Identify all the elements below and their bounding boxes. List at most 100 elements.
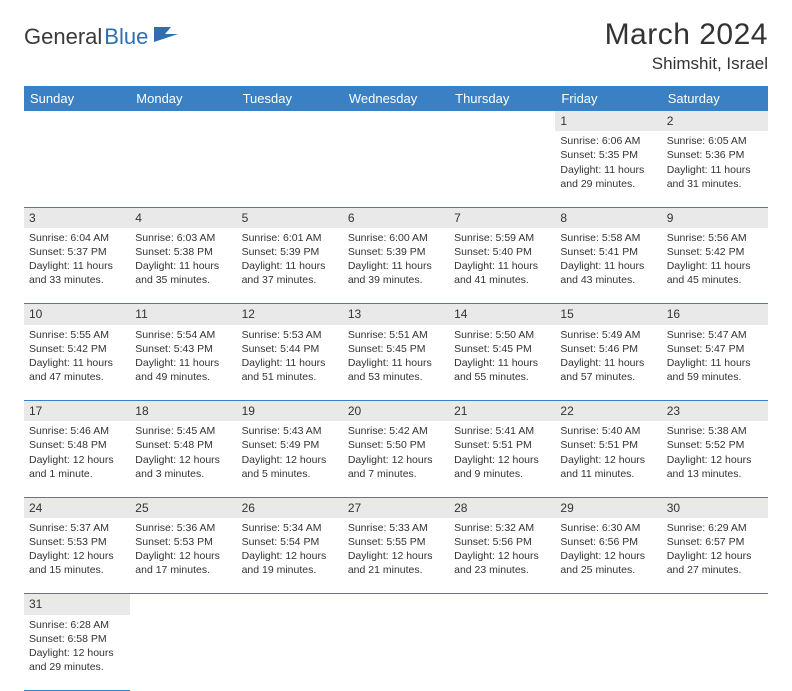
sunset-text: Sunset: 6:57 PM <box>667 535 763 549</box>
daylight-text-1: Daylight: 11 hours <box>29 259 125 273</box>
day-number-cell <box>130 111 236 131</box>
day-cell: Sunrise: 5:33 AMSunset: 5:55 PMDaylight:… <box>343 518 449 594</box>
sunset-text: Sunset: 5:36 PM <box>667 148 763 162</box>
sunrise-text: Sunrise: 5:37 AM <box>29 521 125 535</box>
day-cell <box>343 615 449 691</box>
daylight-text-2: and 51 minutes. <box>242 370 338 384</box>
day-cell: Sunrise: 5:51 AMSunset: 5:45 PMDaylight:… <box>343 325 449 401</box>
day-cell: Sunrise: 5:47 AMSunset: 5:47 PMDaylight:… <box>662 325 768 401</box>
daylight-text-2: and 23 minutes. <box>454 563 550 577</box>
day-number-cell: 28 <box>449 497 555 518</box>
day-content-row: Sunrise: 6:28 AMSunset: 6:58 PMDaylight:… <box>24 615 768 691</box>
title-block: March 2024 Shimshit, Israel <box>605 18 768 74</box>
day-number-row: 24252627282930 <box>24 497 768 518</box>
sunrise-text: Sunrise: 6:06 AM <box>560 134 656 148</box>
day-cell <box>449 615 555 691</box>
day-cell: Sunrise: 5:40 AMSunset: 5:51 PMDaylight:… <box>555 421 661 497</box>
sunset-text: Sunset: 5:39 PM <box>242 245 338 259</box>
daylight-text-1: Daylight: 11 hours <box>560 163 656 177</box>
day-number-cell: 19 <box>237 401 343 422</box>
sunrise-text: Sunrise: 5:59 AM <box>454 231 550 245</box>
day-number-row: 3456789 <box>24 207 768 228</box>
calendar-body: 12Sunrise: 6:06 AMSunset: 5:35 PMDayligh… <box>24 111 768 691</box>
day-number-cell: 5 <box>237 207 343 228</box>
sunset-text: Sunset: 5:42 PM <box>29 342 125 356</box>
day-cell: Sunrise: 5:42 AMSunset: 5:50 PMDaylight:… <box>343 421 449 497</box>
daylight-text-2: and 13 minutes. <box>667 467 763 481</box>
daylight-text-2: and 29 minutes. <box>29 660 125 674</box>
daylight-text-2: and 43 minutes. <box>560 273 656 287</box>
day-number-cell: 14 <box>449 304 555 325</box>
sunrise-text: Sunrise: 6:01 AM <box>242 231 338 245</box>
day-cell: Sunrise: 5:53 AMSunset: 5:44 PMDaylight:… <box>237 325 343 401</box>
daylight-text-2: and 27 minutes. <box>667 563 763 577</box>
day-cell <box>449 131 555 207</box>
daylight-text-2: and 33 minutes. <box>29 273 125 287</box>
day-content-row: Sunrise: 6:04 AMSunset: 5:37 PMDaylight:… <box>24 228 768 304</box>
sunset-text: Sunset: 5:35 PM <box>560 148 656 162</box>
day-number-cell: 17 <box>24 401 130 422</box>
daylight-text-2: and 31 minutes. <box>667 177 763 191</box>
daylight-text-1: Daylight: 11 hours <box>560 356 656 370</box>
sunset-text: Sunset: 5:38 PM <box>135 245 231 259</box>
sunset-text: Sunset: 5:39 PM <box>348 245 444 259</box>
day-cell <box>130 131 236 207</box>
daylight-text-1: Daylight: 12 hours <box>667 453 763 467</box>
day-cell: Sunrise: 6:30 AMSunset: 6:56 PMDaylight:… <box>555 518 661 594</box>
day-cell <box>555 615 661 691</box>
day-number-cell <box>24 111 130 131</box>
day-number-cell: 1 <box>555 111 661 131</box>
day-cell: Sunrise: 5:49 AMSunset: 5:46 PMDaylight:… <box>555 325 661 401</box>
sunrise-text: Sunrise: 5:41 AM <box>454 424 550 438</box>
day-number-cell: 30 <box>662 497 768 518</box>
day-number-cell <box>237 111 343 131</box>
sunrise-text: Sunrise: 5:45 AM <box>135 424 231 438</box>
sunrise-text: Sunrise: 5:38 AM <box>667 424 763 438</box>
daylight-text-2: and 1 minute. <box>29 467 125 481</box>
sunset-text: Sunset: 5:45 PM <box>454 342 550 356</box>
day-number-cell: 16 <box>662 304 768 325</box>
sunrise-text: Sunrise: 5:43 AM <box>242 424 338 438</box>
sunrise-text: Sunrise: 5:42 AM <box>348 424 444 438</box>
day-cell: Sunrise: 5:55 AMSunset: 5:42 PMDaylight:… <box>24 325 130 401</box>
day-cell <box>237 615 343 691</box>
daylight-text-1: Daylight: 12 hours <box>135 549 231 563</box>
day-number-cell: 24 <box>24 497 130 518</box>
sunrise-text: Sunrise: 5:49 AM <box>560 328 656 342</box>
day-cell: Sunrise: 6:06 AMSunset: 5:35 PMDaylight:… <box>555 131 661 207</box>
daylight-text-1: Daylight: 11 hours <box>348 259 444 273</box>
sunrise-text: Sunrise: 5:50 AM <box>454 328 550 342</box>
day-number-row: 17181920212223 <box>24 401 768 422</box>
sunrise-text: Sunrise: 5:58 AM <box>560 231 656 245</box>
day-cell: Sunrise: 6:01 AMSunset: 5:39 PMDaylight:… <box>237 228 343 304</box>
day-header-row: Sunday Monday Tuesday Wednesday Thursday… <box>24 86 768 111</box>
location: Shimshit, Israel <box>605 54 768 74</box>
month-title: March 2024 <box>605 18 768 52</box>
day-cell <box>237 131 343 207</box>
day-cell: Sunrise: 5:46 AMSunset: 5:48 PMDaylight:… <box>24 421 130 497</box>
day-number-cell <box>449 111 555 131</box>
day-cell: Sunrise: 5:45 AMSunset: 5:48 PMDaylight:… <box>130 421 236 497</box>
day-number-cell: 4 <box>130 207 236 228</box>
day-cell: Sunrise: 6:29 AMSunset: 6:57 PMDaylight:… <box>662 518 768 594</box>
day-cell: Sunrise: 5:43 AMSunset: 5:49 PMDaylight:… <box>237 421 343 497</box>
sunset-text: Sunset: 5:52 PM <box>667 438 763 452</box>
daylight-text-2: and 35 minutes. <box>135 273 231 287</box>
daylight-text-1: Daylight: 11 hours <box>667 356 763 370</box>
sunrise-text: Sunrise: 5:47 AM <box>667 328 763 342</box>
day-header: Thursday <box>449 86 555 111</box>
sunset-text: Sunset: 6:58 PM <box>29 632 125 646</box>
daylight-text-1: Daylight: 12 hours <box>29 646 125 660</box>
sunset-text: Sunset: 5:49 PM <box>242 438 338 452</box>
day-cell: Sunrise: 5:59 AMSunset: 5:40 PMDaylight:… <box>449 228 555 304</box>
day-cell: Sunrise: 6:04 AMSunset: 5:37 PMDaylight:… <box>24 228 130 304</box>
day-number-cell: 7 <box>449 207 555 228</box>
sunset-text: Sunset: 5:45 PM <box>348 342 444 356</box>
daylight-text-1: Daylight: 12 hours <box>454 549 550 563</box>
daylight-text-1: Daylight: 12 hours <box>348 549 444 563</box>
daylight-text-2: and 41 minutes. <box>454 273 550 287</box>
day-number-cell: 6 <box>343 207 449 228</box>
day-cell: Sunrise: 5:54 AMSunset: 5:43 PMDaylight:… <box>130 325 236 401</box>
daylight-text-1: Daylight: 12 hours <box>667 549 763 563</box>
sunrise-text: Sunrise: 6:28 AM <box>29 618 125 632</box>
